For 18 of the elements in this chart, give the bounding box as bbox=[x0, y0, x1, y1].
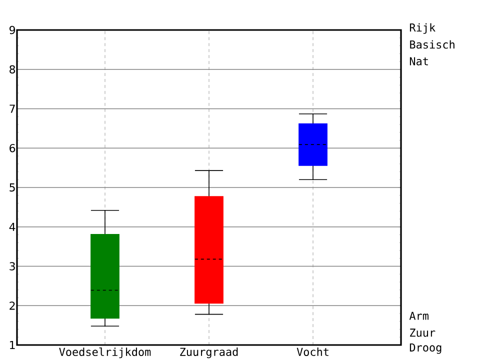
text: Basisch bbox=[410, 40, 454, 49]
y-tick-label: 7 bbox=[10, 104, 15, 113]
text: Nat bbox=[410, 57, 428, 66]
y-tick-label: 9 bbox=[10, 26, 16, 34]
text: Zuur bbox=[410, 328, 436, 337]
text: Droog bbox=[410, 343, 442, 354]
text: Arm bbox=[409, 312, 428, 320]
y-tick-label: 4 bbox=[9, 222, 16, 231]
y-tick-label: 5 bbox=[10, 183, 15, 192]
x-tick-label: Zuurgraad bbox=[180, 348, 238, 358]
text: Rijk bbox=[410, 23, 436, 34]
y-tick-label: 3 bbox=[10, 262, 15, 270]
y-tick-label: 6 bbox=[10, 144, 16, 152]
x-tick-label: Vocht bbox=[296, 348, 328, 356]
y-tick-label: 1 bbox=[10, 341, 15, 349]
y-tick-label: 2 bbox=[10, 302, 15, 310]
x-tick-label: Voedselrijkdom bbox=[59, 348, 151, 358]
y-tick-label: 8 bbox=[10, 65, 16, 74]
